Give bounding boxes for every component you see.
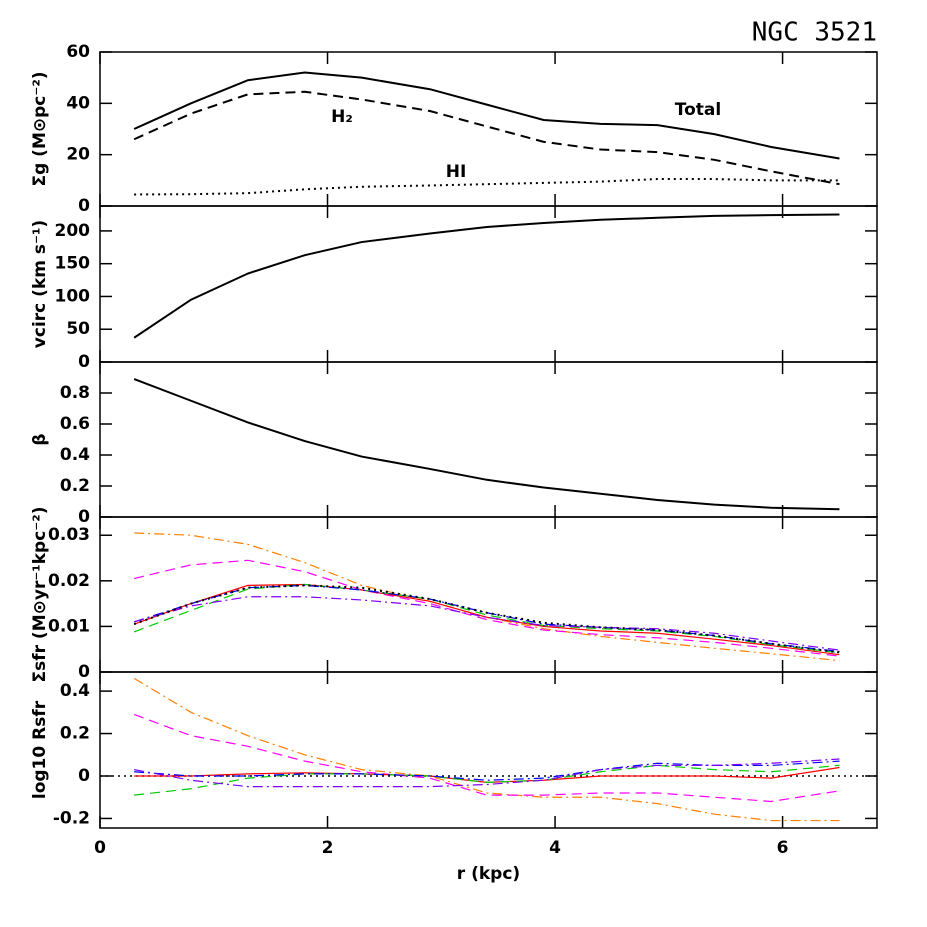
- data-line: [133, 583, 840, 656]
- y-tick-label: -0.2: [53, 808, 90, 828]
- data-line: [133, 378, 840, 511]
- data-line: [133, 90, 840, 186]
- y-axis-label: Σsfr (M⊙yr⁻¹kpc⁻²): [30, 507, 50, 683]
- panel-frame: [99, 51, 878, 207]
- data-line: [134, 764, 840, 796]
- x-tick-label: 0: [94, 838, 106, 858]
- data-line: [134, 760, 840, 781]
- y-tick-label: 0: [78, 352, 90, 372]
- x-tick-label: 6: [777, 838, 789, 858]
- y-tick-label: 0.6: [60, 414, 90, 434]
- data-line: [133, 584, 840, 654]
- y-tick-label: 0.8: [60, 383, 90, 403]
- data-line: [134, 758, 840, 788]
- y-axis-label: log10 Rsfr: [30, 700, 50, 799]
- panel-frame: [99, 205, 878, 363]
- y-tick-label: 0.2: [60, 476, 90, 496]
- annotation: Total: [675, 100, 721, 120]
- y-tick-label: 0: [78, 766, 90, 786]
- y-tick-label: 0: [78, 662, 90, 682]
- x-axis-label: r (kpc): [457, 864, 520, 884]
- data-line: [133, 71, 840, 160]
- y-axis-label: Σg (M⊙pc⁻²): [30, 71, 50, 186]
- data-line: [133, 583, 840, 654]
- panel-frame: [99, 516, 878, 673]
- y-tick-label: 0.2: [60, 724, 90, 744]
- annotation: HI: [446, 162, 467, 182]
- y-tick-label: 60: [66, 42, 90, 62]
- y-tick-label: 20: [66, 145, 90, 165]
- y-tick-label: 150: [55, 254, 91, 274]
- panel-frame: [99, 361, 878, 518]
- y-tick-label: 0.03: [48, 525, 90, 545]
- y-tick-label: 200: [55, 221, 91, 241]
- y-axis-label: vcirc (km s⁻¹): [30, 220, 50, 348]
- y-tick-label: 50: [66, 319, 90, 339]
- panel-frame: [99, 671, 878, 829]
- y-tick-label: 0.4: [60, 445, 90, 465]
- x-tick-label: 2: [322, 838, 334, 858]
- x-tick-label: 4: [549, 838, 561, 858]
- y-tick-label: 0.02: [48, 571, 90, 591]
- chart-title: NGC 3521: [752, 18, 877, 48]
- data-line: [134, 766, 840, 783]
- y-tick-label: 100: [55, 286, 91, 306]
- data-line: [133, 713, 840, 803]
- annotation: H₂: [331, 107, 353, 127]
- y-tick-label: 0: [78, 196, 90, 216]
- y-tick-label: 0.4: [60, 681, 90, 701]
- data-line: [133, 559, 840, 657]
- y-tick-label: 40: [66, 93, 90, 113]
- y-tick-label: 0.01: [48, 616, 90, 636]
- y-tick-label: 0: [78, 507, 90, 527]
- y-axis-label: β: [30, 433, 50, 445]
- data-line: [133, 213, 840, 339]
- data-line: [133, 596, 840, 651]
- data-line: [133, 677, 840, 822]
- data-line: [134, 178, 840, 196]
